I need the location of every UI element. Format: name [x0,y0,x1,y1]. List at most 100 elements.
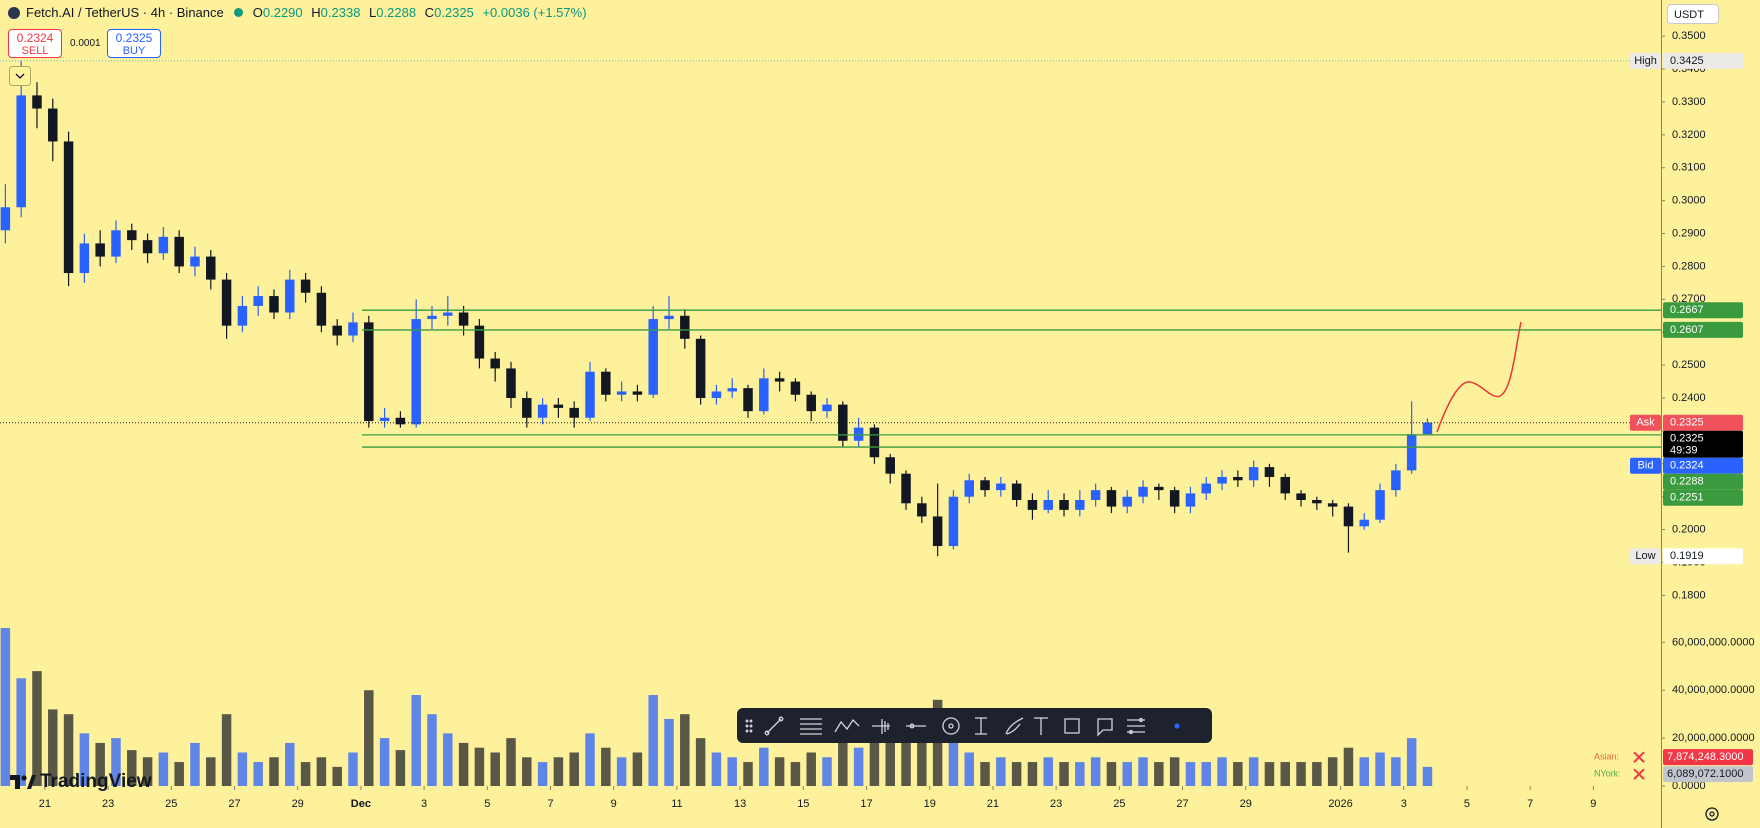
volume-bar [221,714,232,786]
buy-button[interactable]: 0.2325 BUY [107,29,161,58]
candle-body [395,417,406,425]
countdown: 49:39 [1670,445,1698,457]
candle-body [0,207,11,231]
price-tag [1663,302,1743,319]
ohlc-key: H [311,5,321,20]
remove-icon[interactable] [1633,751,1645,763]
price-tag-value: 0.1919 [1670,550,1704,562]
volume-bar [63,714,74,786]
x-tick-label: 11 [671,798,682,810]
y2-tick-label: 0.0000 [1672,780,1706,792]
volume-bar [32,671,42,786]
volume-bar [838,733,848,786]
y-tick-label: 0.3200 [1672,129,1706,141]
tool-forecast[interactable] [872,719,890,734]
volume-bar [1280,762,1290,786]
sell-price: 0.2324 [16,31,54,45]
x-tick-label: Dec [351,798,371,810]
volume-bar [411,695,421,786]
y-tick-label: 0.3100 [1672,162,1706,174]
price-tag-value: 0.2325 [1670,417,1704,429]
price-tag [1663,414,1743,431]
tool-circle[interactable] [942,717,960,735]
x-tick-label: 17 [860,798,872,810]
plot-area [0,60,1661,786]
candle-body [1011,483,1022,500]
tool-horizontal-line[interactable] [906,723,926,729]
candle-body [32,95,42,109]
candle-body [1375,490,1385,520]
price-change: +0.0036 (+1.57%) [482,5,587,20]
candle-body [964,480,974,497]
tool-brush[interactable] [1005,717,1024,735]
settings-icon[interactable] [1705,807,1719,821]
symbol-title[interactable]: Fetch.AI / TetherUS · 4h · Binance [26,5,224,20]
y-tick-label: 0.2000 [1672,524,1706,536]
candle-body [1059,500,1069,510]
ohlc-key: L [369,5,377,20]
candle-body [806,394,816,412]
candle-body [695,338,706,399]
volume-tag-label: NYork: [1594,769,1621,779]
candle-body [1327,503,1338,507]
ohlc-value: 0.2290 [262,5,303,20]
candle-body [48,108,58,142]
y-tick-label: 0.2900 [1672,227,1706,239]
sell-button[interactable]: 0.2324 SELL [8,29,62,58]
candle-body [632,391,643,395]
volume-bar [379,738,390,786]
tool-trend-line[interactable] [764,716,784,736]
candle-body [1233,476,1243,481]
volume-bar [1154,762,1164,786]
tool-callout[interactable] [1097,718,1113,737]
candle-body [63,141,74,274]
price-tag [1663,430,1743,458]
candle-body [79,243,90,274]
volume-bar [648,695,658,786]
volume-bar [917,742,927,786]
tool-fib[interactable] [800,718,822,735]
tool-rectangle[interactable] [1064,718,1080,734]
volume-bar [806,752,816,786]
candle-body [206,256,216,280]
volume-bar [474,747,485,786]
volume-bar [1312,762,1322,786]
candle-body [506,368,516,399]
candle-body [95,243,105,257]
tool-text[interactable] [1034,717,1048,735]
collapse-button[interactable] [9,66,31,86]
tool-measure[interactable] [975,717,987,735]
y-tick-label: 0.3300 [1672,96,1706,108]
ohlc-value: 0.2288 [376,5,417,20]
price-tag-value: 0.2667 [1670,304,1704,316]
price-tag-value: 0.3425 [1670,55,1704,67]
volume-bar [601,747,611,786]
volume-bar [1011,762,1022,786]
drag-handle[interactable] [745,719,753,733]
price-tag-label: Bid [1638,460,1654,472]
candle-body [838,404,848,441]
remove-icon[interactable] [1633,768,1645,780]
tool-pattern[interactable] [834,718,860,733]
volume-bar [16,678,26,786]
currency-selector[interactable]: USDT [1667,4,1719,24]
price-tag [1663,52,1743,69]
price-tag [1663,457,1743,474]
tool-settings[interactable] [1127,717,1145,735]
volume-bar [285,742,295,786]
price-tag-value: 0.2607 [1670,324,1704,336]
candle-body [158,236,169,254]
price-tag-label: High [1634,55,1657,67]
market-status [233,8,243,17]
volume-bar [316,757,327,786]
volume-bar [680,714,690,786]
candle-body [269,296,279,313]
volume-bar [1027,762,1038,786]
candle-body [711,391,722,399]
volume-bar [332,766,342,786]
ohlc-value: 0.2338 [320,5,361,20]
x-tick-label: 25 [1113,798,1125,810]
candle-body [348,322,358,336]
volume-bar [553,757,564,786]
candle-body [759,378,769,412]
